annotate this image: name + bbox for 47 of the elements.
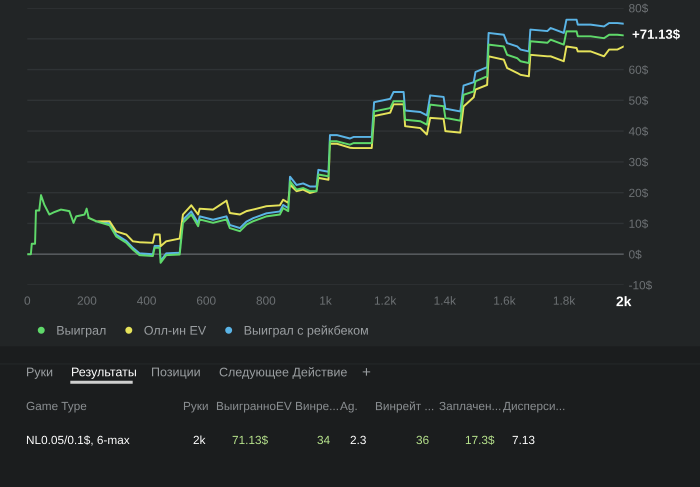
x-tick-label: 1k: [320, 296, 332, 305]
text: 36: [416, 436, 429, 444]
text: Результаты: [72, 368, 136, 379]
y-tick-label: -10$: [629, 280, 652, 290]
text: 7.13: [512, 436, 534, 444]
x-tick-label: 1.6k: [494, 296, 516, 305]
legend-label: Выиграл с рейкбеком: [244, 325, 368, 338]
x-tick-label: 1.2k: [374, 296, 396, 305]
text: Руки: [27, 368, 52, 379]
text: Заплачен...: [439, 402, 500, 410]
text: Следующее Действие: [220, 367, 347, 379]
y-tick-label: 10$: [629, 218, 648, 229]
legend-label: Выиграл: [57, 326, 106, 338]
x-tick-label: 200: [78, 296, 96, 305]
line-series: [88, 45, 624, 248]
y-tick-label: 0$: [629, 250, 642, 260]
text: Дисперси...: [503, 402, 564, 412]
text: 2k: [194, 435, 206, 444]
x-tick-label: 0: [24, 296, 30, 305]
y-tick-label: 60$: [629, 65, 648, 75]
x-tick-label: 2k: [616, 296, 632, 306]
text: EV Винре...: [276, 402, 338, 412]
x-tick-label: 1.8k: [554, 296, 576, 305]
text: Винрейт ...: [376, 401, 434, 413]
text: Game Type: [26, 402, 86, 412]
x-tick-label: 400: [137, 296, 156, 305]
x-tick-label: 600: [196, 296, 216, 305]
text: 34: [317, 436, 330, 444]
y-tick-label: 20$: [629, 188, 648, 198]
text: NL0.05/0.1$, 6-max: [26, 435, 130, 446]
y-tick-label: 50$: [629, 96, 648, 106]
text: Позиции: [152, 368, 200, 379]
text: 17.3$: [466, 435, 494, 445]
text: +: [362, 368, 370, 376]
y-tick-label: 30$: [629, 157, 648, 167]
y-tick-label: 80$: [629, 4, 648, 14]
annotation: +71.13$: [632, 28, 680, 40]
text: 2.3: [350, 436, 366, 444]
text: Руки: [184, 402, 208, 412]
line-series: [27, 30, 624, 264]
x-tick-label: 800: [256, 296, 276, 305]
text: 71.13$: [232, 435, 268, 445]
text: Выигранно: [216, 402, 276, 412]
x-tick-label: 1.4k: [434, 296, 456, 305]
text: Ag.: [340, 402, 357, 412]
y-tick-label: 40$: [628, 126, 648, 136]
legend-label: Олл-ин EV: [144, 326, 206, 335]
